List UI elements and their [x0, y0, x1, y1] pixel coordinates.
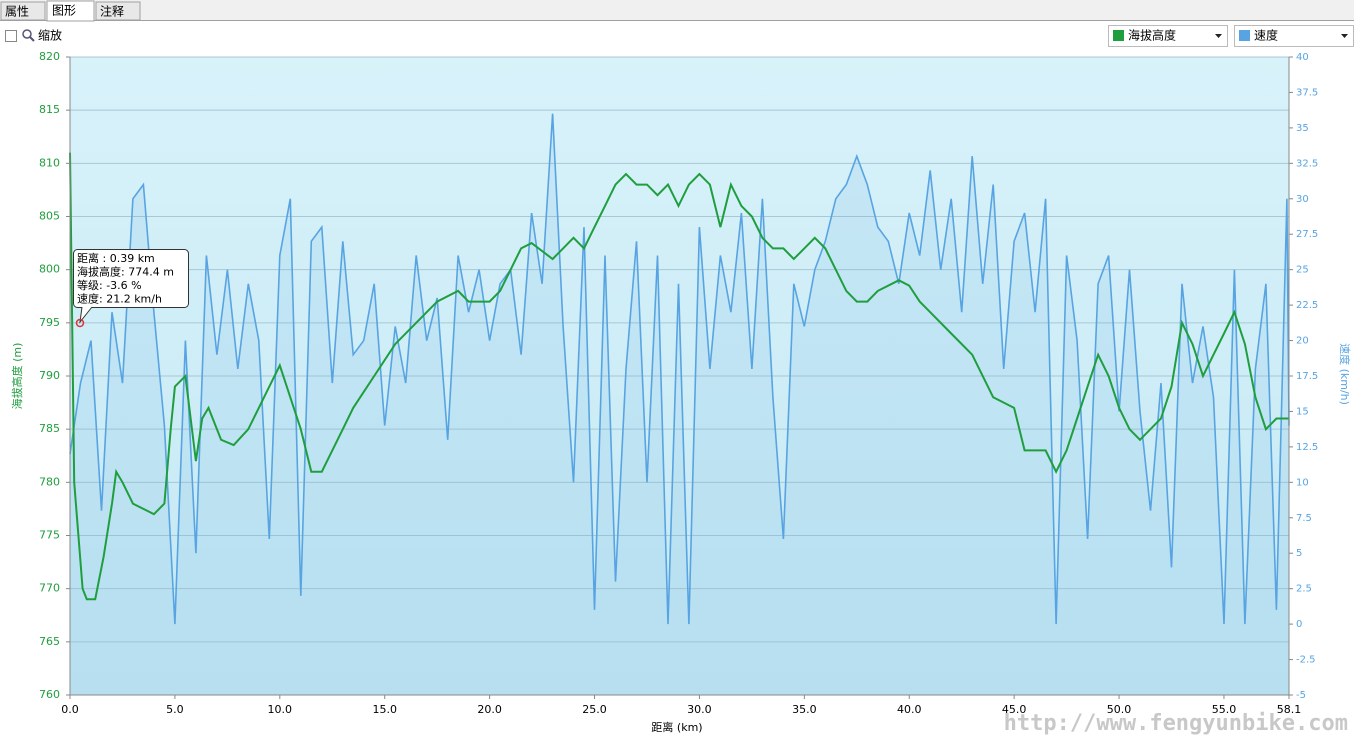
y-axis-title: 海拔高度 (m) [10, 343, 24, 410]
y2-tick-label: 10 [1296, 477, 1309, 488]
x-tick-label: 10.0 [268, 703, 293, 716]
y-tick-label: 780 [39, 475, 60, 488]
dropdown-arrow [1341, 34, 1348, 38]
y2-tick-label: 0 [1296, 619, 1302, 630]
x-tick-label: 5.0 [166, 703, 184, 716]
tab-label[interactable]: 属性 [5, 5, 29, 19]
y2-tick-label: 30 [1296, 194, 1309, 205]
tooltip-box [73, 249, 189, 308]
tab-label[interactable]: 注释 [100, 4, 124, 19]
x-tick-label: 30.0 [687, 703, 712, 716]
tab-bar [0, 0, 1354, 21]
y2-tick-label: 5 [1296, 548, 1302, 559]
y2-tick-label: 7.5 [1296, 513, 1312, 524]
y-tick-label: 820 [39, 50, 60, 63]
legend-swatch [1113, 30, 1124, 41]
x-tick-label: 40.0 [897, 703, 922, 716]
y-tick-label: 795 [39, 316, 60, 329]
x-axis-title: 距离 (km) [651, 720, 702, 734]
tooltip-text: 速度: 21.2 km/h [77, 292, 162, 306]
y-tick-label: 800 [39, 263, 60, 276]
x-tick-label: 50.0 [1107, 703, 1132, 716]
y-tick-label: 760 [39, 688, 60, 701]
y-tick-label: 775 [39, 529, 60, 542]
y2-tick-label: 2.5 [1296, 584, 1312, 595]
y-tick-label: 770 [39, 582, 60, 595]
y2-tick-label: 37.5 [1296, 87, 1318, 98]
y2-tick-label: 32.5 [1296, 158, 1318, 169]
series-line [69, 152, 1289, 601]
tooltip-pointer [79, 306, 93, 324]
zoom-icon [29, 36, 35, 42]
y-tick-label: 805 [39, 210, 60, 223]
zoom-checkbox[interactable] [5, 30, 17, 42]
y2-tick-label: 35 [1296, 123, 1309, 134]
x-tick-label: 15.0 [372, 703, 397, 716]
y2-tick-label: 20 [1296, 336, 1309, 347]
x-tick-label: 45.0 [1002, 703, 1027, 716]
y2-tick-label: 40 [1296, 52, 1309, 63]
watermark: http://www.fengyunbike.com [1004, 711, 1348, 736]
x-tick-label: 0.0 [61, 703, 79, 716]
x-tick-label: 35.0 [792, 703, 817, 716]
dropdown-arrow [1215, 34, 1222, 38]
x-tick-label: 58.1 [1277, 703, 1302, 716]
y2-tick-label: 17.5 [1296, 371, 1318, 382]
tooltip-text: 等级: -3.6 % [77, 278, 142, 292]
legend-swatch [1239, 30, 1250, 41]
x-tick-label: 25.0 [582, 703, 607, 716]
tooltip-text: 海拔高度: 774.4 m [77, 265, 174, 279]
x-tick-label: 55.0 [1212, 703, 1237, 716]
y-tick-label: 815 [39, 103, 60, 116]
hover-point [75, 318, 85, 328]
y-tick-label: 790 [39, 369, 60, 382]
y2-tick-label: 22.5 [1296, 300, 1318, 311]
y2-tick-label: 15 [1296, 406, 1309, 417]
y2-tick-label: -5 [1296, 690, 1306, 701]
tab[interactable] [95, 1, 141, 21]
series-line [69, 113, 1290, 625]
zoom-label[interactable]: 缩放 [38, 28, 62, 43]
y2-tick-label: 27.5 [1296, 229, 1318, 240]
y-tick-label: 785 [39, 422, 60, 435]
legend-dropdown[interactable] [1234, 25, 1354, 47]
zoom-icon [22, 29, 32, 39]
y-tick-label: 765 [39, 635, 60, 648]
tab-label[interactable]: 图形 [52, 4, 76, 18]
legend-dropdown[interactable] [1108, 25, 1228, 47]
tab[interactable] [0, 1, 46, 21]
y2-tick-label: 12.5 [1296, 442, 1318, 453]
legend-label[interactable]: 海拔高度 [1128, 28, 1176, 43]
y2-tick-label: 25 [1296, 265, 1309, 276]
tab-active[interactable] [46, 0, 95, 22]
tooltip-text: 距离 : 0.39 km [77, 251, 155, 265]
y2-axis-title: 速度 (km/h) [1338, 343, 1352, 405]
y2-tick-label: -2.5 [1296, 655, 1316, 666]
speed-area [70, 113, 1289, 695]
legend-label[interactable]: 速度 [1254, 28, 1278, 43]
y-tick-label: 810 [39, 156, 60, 169]
x-tick-label: 20.0 [477, 703, 502, 716]
